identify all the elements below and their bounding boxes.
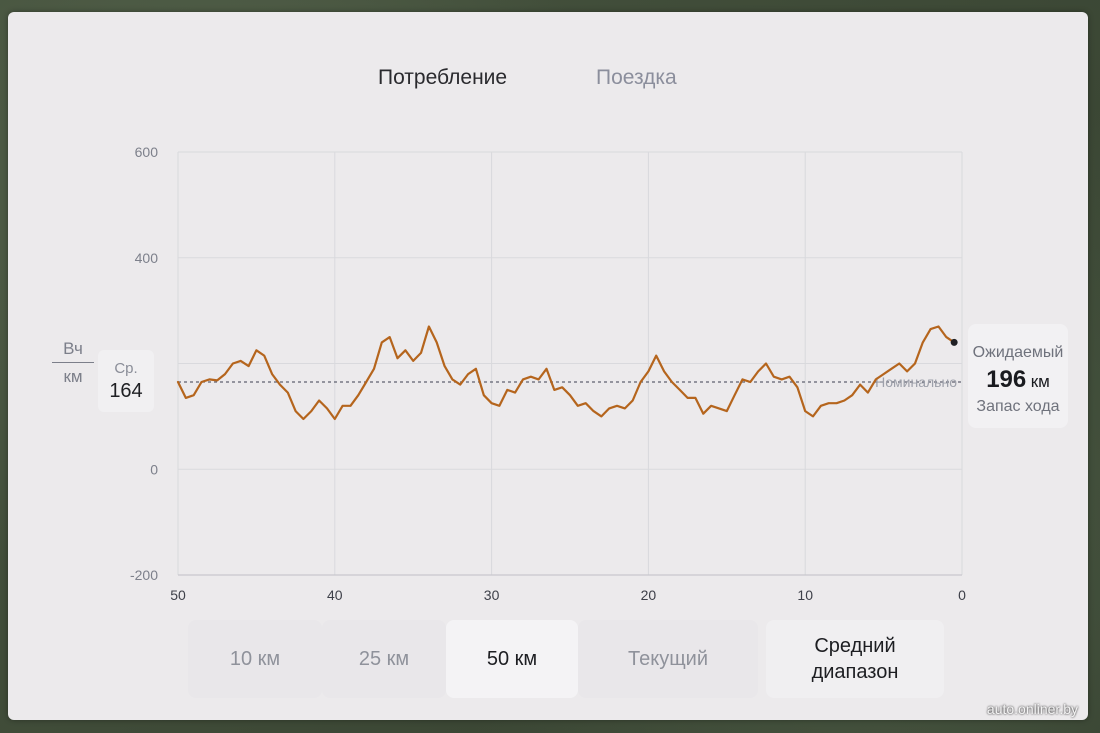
average-value: 164	[109, 380, 143, 402]
average-range-button[interactable]: Средний диапазон	[766, 620, 944, 698]
expected-range-unit: км	[1030, 372, 1050, 391]
y-tick-label: 400	[135, 250, 159, 266]
tab-consumption[interactable]: Потребление	[378, 66, 508, 89]
y-tick-label: 0	[150, 461, 158, 477]
x-tick-label: 0	[958, 587, 966, 603]
range-10km-button[interactable]: 10 км	[188, 620, 322, 698]
view-tabs: Потребление Поездка	[0, 66, 1100, 96]
unit-label: Вч км	[52, 338, 94, 388]
x-tick-label: 50	[170, 587, 186, 603]
tab-trip[interactable]: Поездка	[596, 66, 677, 89]
expected-range-title: Ожидаемый	[972, 344, 1064, 361]
unit-numerator: Вч	[52, 338, 94, 363]
y-tick-label: -200	[130, 567, 158, 583]
x-tick-label: 10	[797, 587, 813, 603]
energy-panel	[8, 12, 1088, 720]
x-tick-label: 30	[484, 587, 500, 603]
x-tick-label: 20	[641, 587, 657, 603]
range-selector: 10 км 25 км 50 км Текущий Средний диапаз…	[188, 620, 948, 698]
expected-range-subtitle: Запас хода	[976, 398, 1060, 415]
average-label: Ср.	[114, 360, 138, 377]
consumption-line	[176, 325, 956, 421]
expected-range-value: 196	[986, 366, 1027, 393]
average-box: Ср. 164	[98, 350, 154, 412]
expected-range-value-row: 196 км	[968, 366, 1068, 394]
range-50km-button[interactable]: 50 км	[446, 620, 578, 698]
unit-denominator: км	[63, 367, 83, 386]
x-tick-label: 40	[327, 587, 343, 603]
range-current-button[interactable]: Текущий	[578, 620, 758, 698]
watermark: auto.onliner.by	[986, 701, 1078, 717]
average-range-label: Средний диапазон	[811, 635, 899, 683]
expected-range-box: Ожидаемый 196 км Запас хода	[968, 324, 1068, 428]
y-tick-label: 600	[135, 144, 159, 160]
nominal-reference-label: Номинально	[875, 374, 957, 390]
range-25km-button[interactable]: 25 км	[322, 620, 446, 698]
current-position-marker	[950, 338, 958, 346]
